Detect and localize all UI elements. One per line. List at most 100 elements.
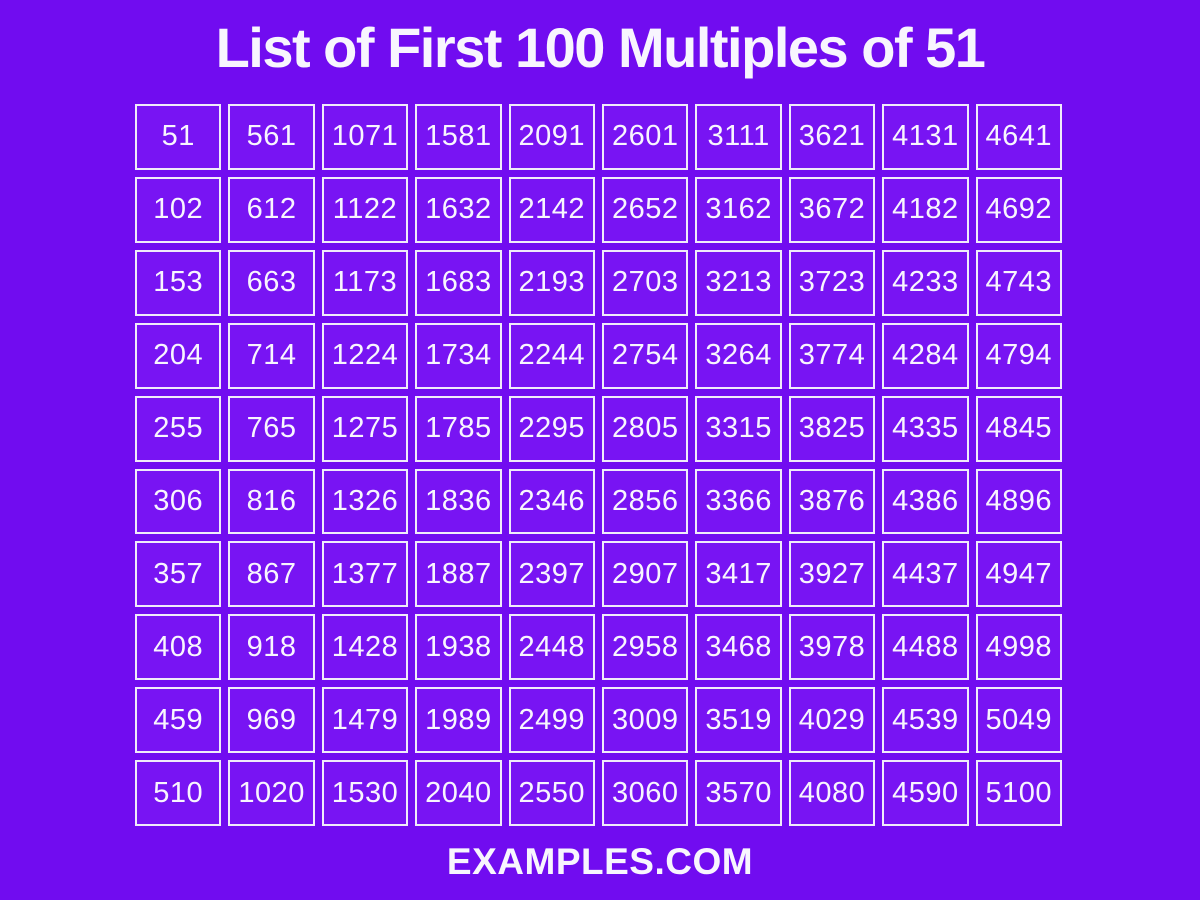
table-cell: 4794 [975, 322, 1062, 389]
table-cell: 1785 [415, 395, 502, 462]
table-cell: 4437 [882, 541, 969, 608]
table-cell: 1887 [415, 541, 502, 608]
table-cell: 2142 [508, 176, 595, 243]
table-cell: 510 [135, 760, 222, 826]
table-cell: 357 [135, 541, 222, 608]
table-cell: 3264 [695, 322, 782, 389]
table-cell: 4947 [975, 541, 1062, 608]
table-cell: 612 [228, 176, 315, 243]
table-cell: 5049 [975, 687, 1062, 754]
table-cell: 3621 [788, 104, 876, 170]
page-title: List of First 100 Multiples of 51 [215, 16, 986, 79]
table-cell: 408 [135, 614, 222, 681]
table-cell: 1530 [321, 760, 409, 826]
table-cell: 1377 [321, 541, 409, 608]
table-cell: 1020 [228, 760, 315, 826]
table-cell: 4743 [975, 249, 1062, 316]
table-cell: 1224 [321, 322, 409, 389]
table-cell: 3315 [695, 395, 782, 462]
table-cell: 3519 [695, 687, 782, 754]
table-cell: 4845 [975, 395, 1062, 462]
table-cell: 1173 [321, 249, 409, 316]
table-cell: 2958 [602, 614, 689, 681]
table-cell: 2346 [508, 468, 595, 535]
table-cell: 5100 [975, 760, 1062, 826]
table-cell: 153 [135, 249, 222, 316]
table-cell: 2907 [602, 541, 689, 608]
table-cell: 2652 [602, 176, 689, 243]
table-cell: 1326 [321, 468, 409, 535]
table-cell: 2856 [602, 468, 689, 535]
table-cell: 3417 [695, 541, 782, 608]
table-cell: 2601 [602, 104, 689, 170]
table-cell: 4131 [882, 104, 969, 170]
table-cell: 4233 [882, 249, 969, 316]
table-cell: 2091 [508, 104, 595, 170]
table-cell: 204 [135, 322, 222, 389]
table-cell: 765 [228, 395, 315, 462]
table-cell: 3162 [695, 176, 782, 243]
table-cell: 4284 [882, 322, 969, 389]
table-cell: 2448 [508, 614, 595, 681]
table-cell: 2805 [602, 395, 689, 462]
table-cell: 459 [135, 687, 222, 754]
table-cell: 1581 [415, 104, 502, 170]
table-cell: 1122 [321, 176, 409, 243]
table-cell: 1938 [415, 614, 502, 681]
table-cell: 2397 [508, 541, 595, 608]
table-cell: 1275 [321, 395, 409, 462]
table-cell: 3876 [788, 468, 876, 535]
table-cell: 1683 [415, 249, 502, 316]
table-cell: 3468 [695, 614, 782, 681]
table-cell: 1734 [415, 322, 502, 389]
table-cell: 1071 [321, 104, 409, 170]
table-cell: 714 [228, 322, 315, 389]
table-cell: 816 [228, 468, 315, 535]
table-cell: 4641 [975, 104, 1062, 170]
table-cell: 4488 [882, 614, 969, 681]
table-cell: 4590 [882, 760, 969, 826]
table-cell: 2244 [508, 322, 595, 389]
table-cell: 918 [228, 614, 315, 681]
table-cell: 4539 [882, 687, 969, 754]
table-cell: 3825 [788, 395, 876, 462]
table-cell: 1989 [415, 687, 502, 754]
table-cell: 255 [135, 395, 222, 462]
table-cell: 2040 [415, 760, 502, 826]
table-cell: 3009 [602, 687, 689, 754]
table-cell: 3723 [788, 249, 876, 316]
table-cell: 2703 [602, 249, 689, 316]
table-cell: 867 [228, 541, 315, 608]
table-cell: 3111 [695, 104, 782, 170]
table-cell: 663 [228, 249, 315, 316]
table-cell: 2295 [508, 395, 595, 462]
table-cell: 3774 [788, 322, 876, 389]
table-cell: 1428 [321, 614, 409, 681]
table-cell: 102 [135, 176, 222, 243]
table-cell: 2550 [508, 760, 595, 826]
table-cell: 3978 [788, 614, 876, 681]
multiples-grid: 51 561 1071 1581 2091 2601 3111 3621 4131 4641 102… [135, 104, 1062, 826]
table-cell: 3927 [788, 541, 876, 608]
table-cell: 561 [228, 104, 315, 170]
table-cell: 1479 [321, 687, 409, 754]
table-cell: 2499 [508, 687, 595, 754]
table-cell: 1632 [415, 176, 502, 243]
table-cell: 306 [135, 468, 222, 535]
table-cell: 969 [228, 687, 315, 754]
table-cell: 1836 [415, 468, 502, 535]
table-cell: 4080 [788, 760, 876, 826]
footer-brand: EXAMPLES.COM [446, 841, 754, 882]
table-cell: 2754 [602, 322, 689, 389]
table-cell: 4896 [975, 468, 1062, 535]
table-cell: 4335 [882, 395, 969, 462]
table-cell: 3060 [602, 760, 689, 826]
table-cell: 4386 [882, 468, 969, 535]
table-cell: 3366 [695, 468, 782, 535]
table-cell: 4692 [975, 176, 1062, 243]
table-cell: 3213 [695, 249, 782, 316]
table-cell: 3570 [695, 760, 782, 826]
table-cell: 51 [135, 104, 222, 170]
table-cell: 3672 [788, 176, 876, 243]
table-cell: 4182 [882, 176, 969, 243]
